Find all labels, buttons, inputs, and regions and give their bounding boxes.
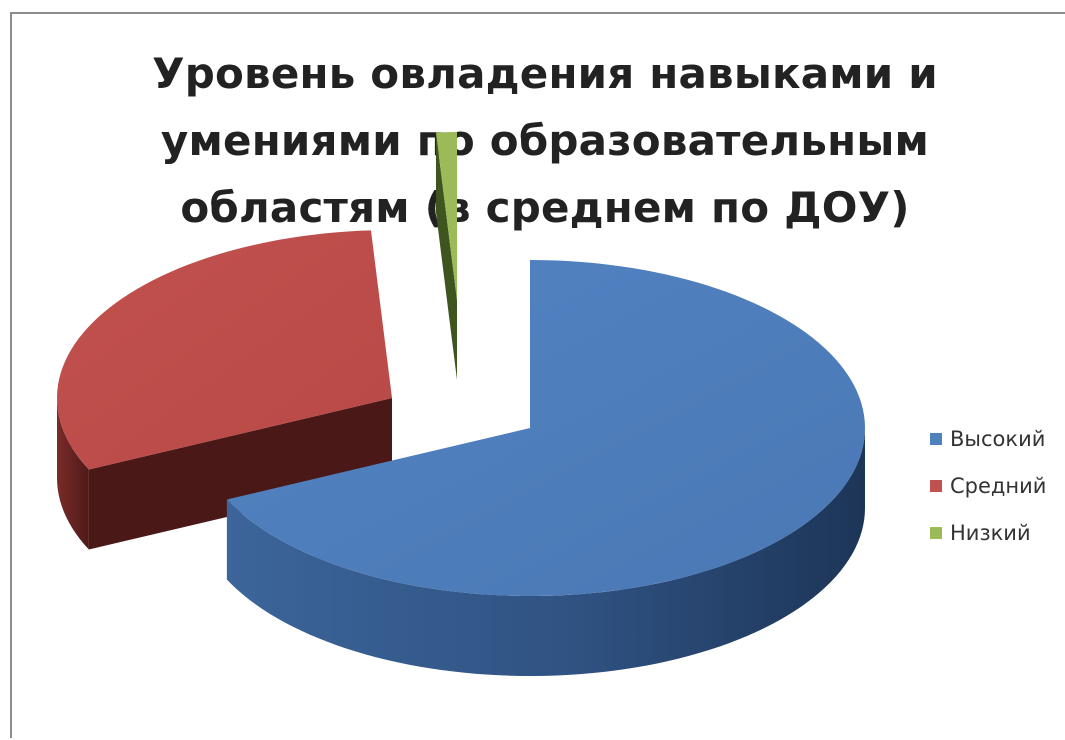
legend-swatch <box>930 526 942 539</box>
legend-item: Средний <box>930 462 1060 509</box>
slice-side-0 <box>226 428 865 676</box>
chart-title: Уровень овладения навыками и умениями по… <box>95 40 995 241</box>
slice-top-2 <box>435 132 457 300</box>
chart-title-line-3: областям (в среднем по ДОУ) <box>180 183 910 232</box>
legend-item: Низкий <box>930 509 1060 556</box>
slice-wall-2-0 <box>435 132 457 380</box>
chart-title-line-2: умениями по образовательным <box>160 116 930 165</box>
legend-label: Средний <box>950 473 1047 498</box>
pie-slice-Высокий <box>226 260 865 676</box>
slice-top-0 <box>226 260 865 596</box>
slice-top-1 <box>57 230 392 470</box>
slice-side-1 <box>57 398 89 550</box>
legend-swatch <box>930 432 942 445</box>
pie-slice-Низкий <box>435 132 457 380</box>
legend: Высокий Средний Низкий <box>930 415 1060 556</box>
legend-item: Высокий <box>930 415 1060 462</box>
slice-wall-1-0 <box>88 398 392 550</box>
legend-label: Низкий <box>950 520 1031 545</box>
legend-swatch <box>930 479 942 492</box>
chart-title-line-1: Уровень овладения навыками и <box>152 49 938 98</box>
legend-label: Высокий <box>950 426 1046 451</box>
pie-slice-Средний <box>57 230 392 550</box>
